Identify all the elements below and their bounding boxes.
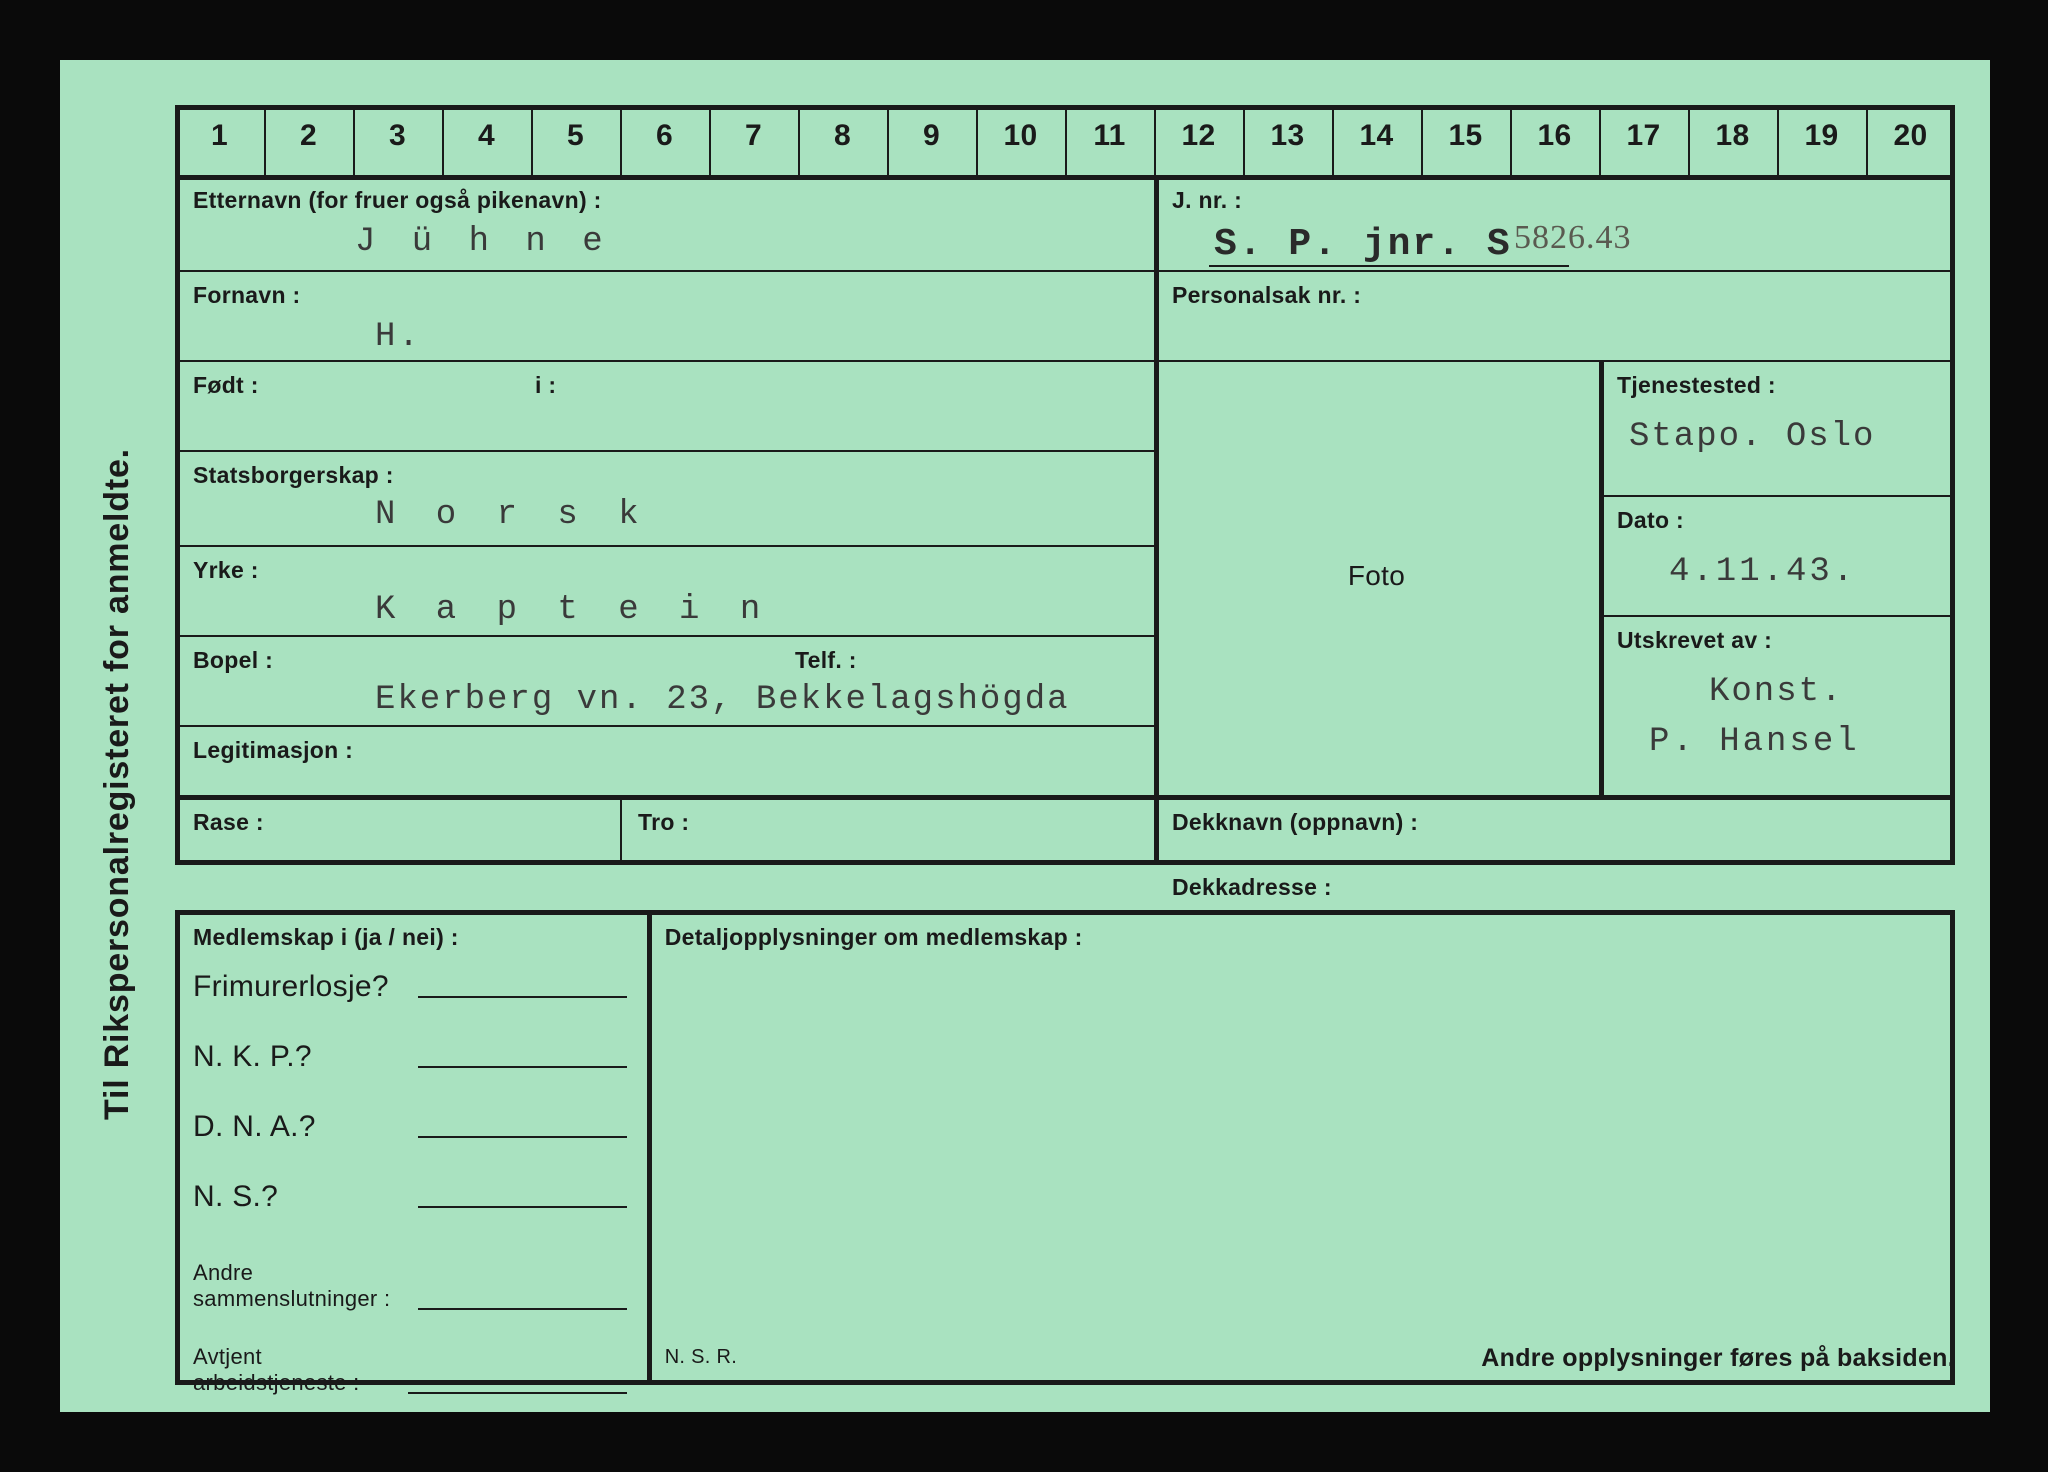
utskrevet-label: Utskrevet av : [1617,627,1917,654]
tjenestested-value: Stapo. Oslo [1629,418,1875,456]
nsr-label: N. S. R. [665,1346,865,1369]
column-number: 9 [887,119,976,153]
fill-line [418,996,627,998]
column-number: 14 [1332,119,1421,153]
ns-label: N. S.? [193,1180,453,1214]
column-number: 7 [709,119,798,153]
column-number: 8 [798,119,887,153]
utskrevet-value-1: Konst. [1709,673,1843,711]
fill-line [418,1206,627,1208]
column-number: 12 [1154,119,1243,153]
legitimasjon-label: Legitimasjon : [193,737,493,764]
column-number: 18 [1688,119,1777,153]
dato-label: Dato : [1617,507,1817,534]
rase-label: Rase : [193,809,343,836]
column-number: 2 [264,119,353,153]
side-title: Til Rikspersonalregisteret for anmeldte. [98,448,137,1120]
column-number: 11 [1065,119,1154,153]
column-number: 15 [1421,119,1510,153]
fornavn-label: Fornavn : [193,282,493,309]
column-number: 13 [1243,119,1332,153]
yrke-value: K a p t e i n [375,591,770,629]
tro-label: Tro : [638,809,788,836]
dato-value: 4.11.43. [1669,553,1856,591]
telf-label: Telf. : [795,647,945,674]
column-number: 20 [1866,119,1955,153]
jnr-label: J. nr. : [1172,187,1372,214]
etternavn-value: J ü h n e [355,223,611,261]
yrke-label: Yrke : [193,557,393,584]
medlemskap-header: Medlemskap i (ja / nei) : [193,924,629,951]
bopel-label: Bopel : [193,647,393,674]
column-number: 6 [620,119,709,153]
tjenestested-label: Tjenestested : [1617,372,1937,399]
personalsak-label: Personalsak nr. : [1172,282,1472,309]
detaljopplysninger-header: Detaljopplysninger om medlemskap : [665,924,1937,951]
statsborgerskap-value: N o r s k [375,496,649,534]
jnr-typed: S. P. jnr. S [1214,223,1512,266]
frimurer-label: Frimurerlosje? [193,970,453,1004]
etternavn-label: Etternavn (for fruer også pikenavn) : [193,187,1136,214]
bopel-value: Ekerberg vn. 23, Bekkelagshögda [375,681,1070,719]
dna-label: D. N. A.? [193,1110,453,1144]
fornavn-value: H. [375,318,422,356]
registration-card: Til Rikspersonalregisteret for anmeldte.… [60,60,1990,1412]
column-number: 1 [175,119,264,153]
fodt-i-label: i : [535,372,595,399]
column-number: 17 [1599,119,1688,153]
jnr-handwritten: 5826.43 [1514,219,1632,257]
column-number: 5 [531,119,620,153]
footer-note: Andre opplysninger føres på baksiden. [1315,1344,1955,1373]
fill-line [418,1066,627,1068]
column-number: 10 [976,119,1065,153]
utskrevet-value-2: P. Hansel [1649,723,1860,761]
foto-label: Foto [1154,560,1599,592]
column-number: 19 [1777,119,1866,153]
fodt-label: Født : [193,372,343,399]
column-number: 4 [442,119,531,153]
statsborgerskap-label: Statsborgerskap : [193,462,593,489]
avtjent-label: Avtjent [193,1344,493,1370]
fill-line [418,1136,627,1138]
dekknavn-label: Dekknavn (oppnavn) : [1172,809,1572,836]
column-number: 16 [1510,119,1599,153]
dekkadresse-label: Dekkadresse : [1172,874,1572,901]
andre-sammen-label: Andre [193,1260,493,1286]
column-number: 3 [353,119,442,153]
nkp-label: N. K. P.? [193,1040,453,1074]
